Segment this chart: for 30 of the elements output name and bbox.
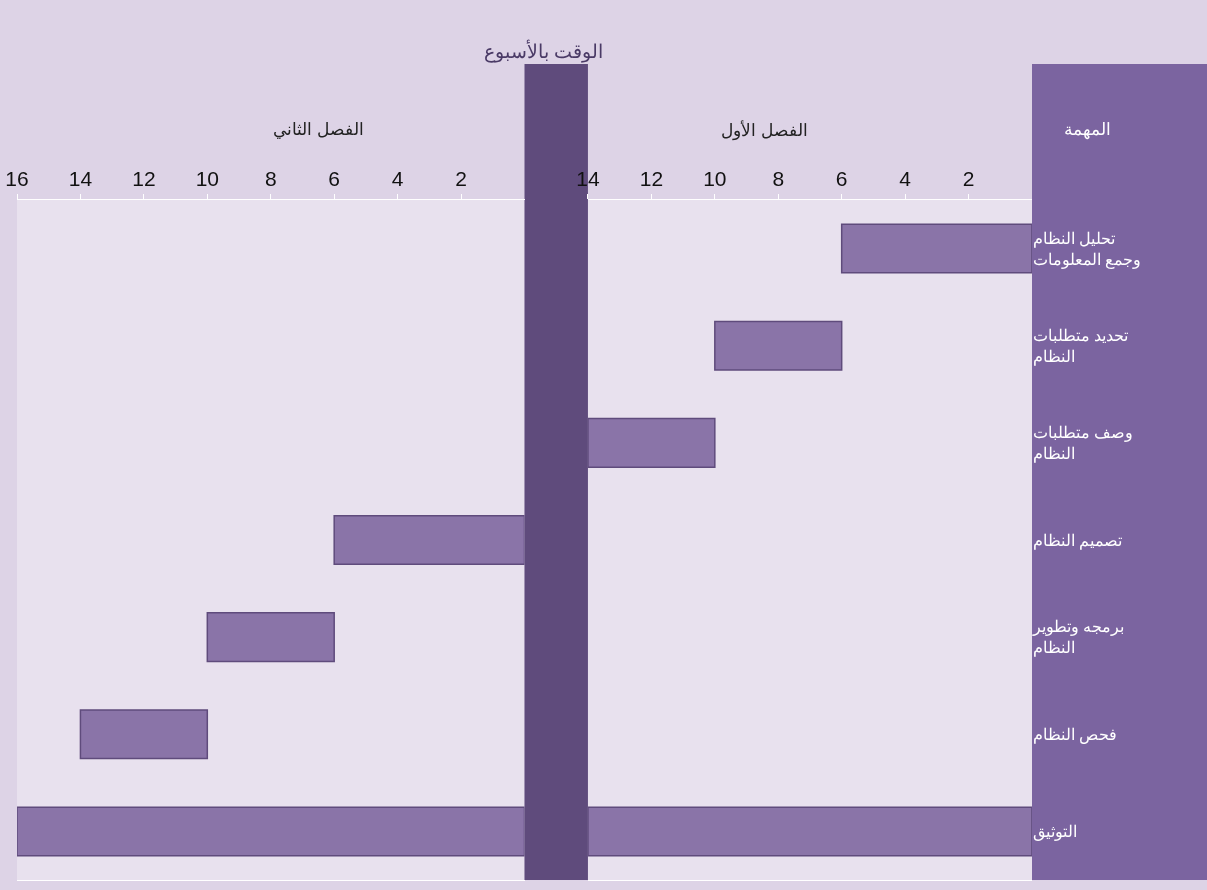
y-tick-label: تحليل النظام وجمع المعلومات [1033, 229, 1142, 269]
x-tick-label: 8 [772, 166, 785, 190]
y-tick-label: وصف متطلبات النظام [1033, 424, 1134, 463]
x-tick-label: 6 [835, 166, 848, 190]
x-tick-label: 10 [703, 166, 727, 190]
chart-title: الوقت بالأسبوع [483, 38, 603, 63]
y-tick-label: برمجه وتطوير النظام [1032, 618, 1125, 658]
x-tick-label: 4 [391, 166, 404, 190]
bar [840, 223, 1032, 274]
bar [714, 320, 843, 371]
x-tick-label: 14 [68, 166, 93, 190]
text: الفصل الأول [721, 120, 808, 141]
x-tick-label: 8 [264, 166, 277, 190]
y-tick-label: تحديد متطلبات النظام [1033, 326, 1129, 366]
y-tick-label: فحص النظام [1033, 725, 1118, 744]
x-tick-label: 12 [132, 166, 156, 190]
y-tick-label: التوثيق [1033, 823, 1077, 842]
x-tick-label: 4 [899, 166, 912, 190]
x-tick-label: 6 [328, 166, 341, 190]
bar [206, 612, 335, 663]
x-tick-label: 16 [5, 166, 29, 190]
y-tick-label: تصميم النظام [1033, 531, 1123, 550]
x-tick-label: 2 [455, 166, 467, 190]
x-tick-label: 12 [639, 166, 664, 190]
x-tick-label: 14 [576, 166, 600, 190]
bar [79, 709, 209, 760]
y-axis-title: المهمة [1064, 120, 1111, 140]
text: الفصل الثاني [273, 120, 364, 139]
x-tick-label: 2 [962, 166, 975, 190]
x-tick-label: 10 [195, 166, 219, 190]
